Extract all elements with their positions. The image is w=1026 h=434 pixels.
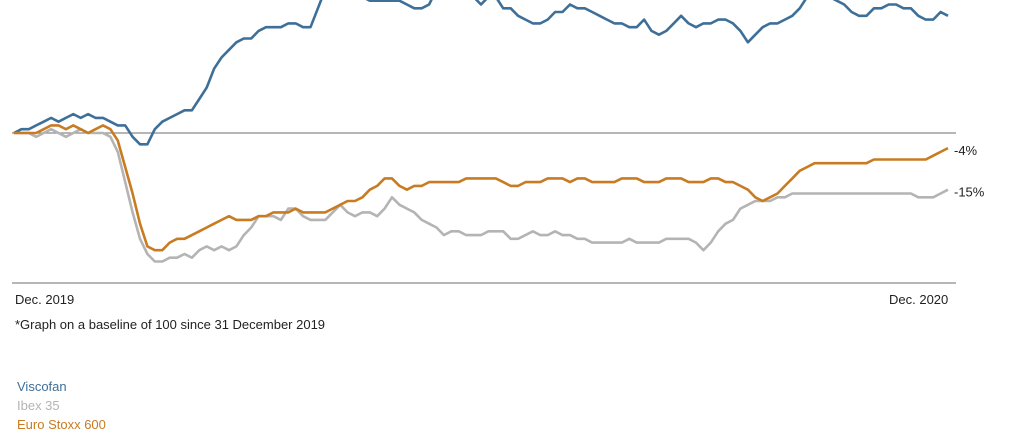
end-label-euro-stoxx-600: -4% — [954, 143, 978, 158]
series-line-euro-stoxx-600 — [14, 124, 949, 252]
end-label-layer: -15%+23%-4% — [954, 143, 985, 200]
legend-item-euro-stoxx-600: Euro Stoxx 600 — [17, 417, 106, 432]
series-line-viscofan — [13, 0, 949, 146]
series-line-ibex-35 — [14, 127, 949, 263]
legend-item-viscofan: Viscofan — [17, 379, 67, 394]
legend: Viscofan Ibex 35 Euro Stoxx 600 — [17, 377, 106, 434]
line-chart: -15%+23%-4% — [12, 0, 985, 284]
end-label-ibex-35: -15% — [954, 185, 985, 200]
x-axis-end-label: Dec. 2020 — [889, 292, 949, 307]
series-layer — [13, 0, 949, 263]
baseline-footnote: *Graph on a baseline of 100 since 31 Dec… — [15, 317, 326, 332]
x-axis-start-label: Dec. 2019 — [15, 292, 75, 307]
legend-item-ibex-35: Ibex 35 — [17, 398, 60, 413]
